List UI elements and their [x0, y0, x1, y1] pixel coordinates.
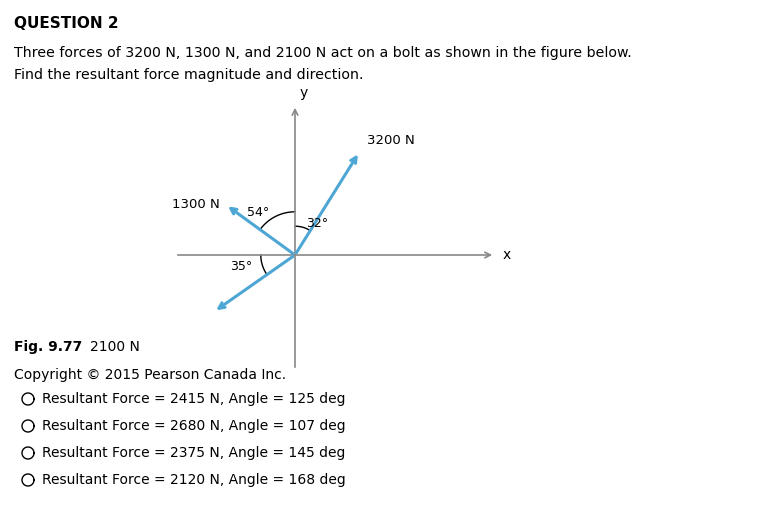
Text: x: x: [503, 248, 512, 262]
Text: Resultant Force = 2120 N, Angle = 168 deg: Resultant Force = 2120 N, Angle = 168 de…: [42, 473, 346, 487]
Text: Resultant Force = 2415 N, Angle = 125 deg: Resultant Force = 2415 N, Angle = 125 de…: [42, 392, 345, 406]
Text: Resultant Force = 2680 N, Angle = 107 deg: Resultant Force = 2680 N, Angle = 107 de…: [42, 419, 345, 433]
Text: Three forces of 3200 N, 1300 N, and 2100 N act on a bolt as shown in the figure : Three forces of 3200 N, 1300 N, and 2100…: [14, 46, 631, 60]
Text: QUESTION 2: QUESTION 2: [14, 16, 118, 31]
Text: Fig. 9.77: Fig. 9.77: [14, 340, 82, 354]
Text: 1300 N: 1300 N: [172, 198, 220, 211]
Text: 54°: 54°: [247, 206, 269, 219]
Text: y: y: [300, 86, 308, 100]
Text: 2100 N: 2100 N: [90, 340, 140, 354]
Text: Find the resultant force magnitude and direction.: Find the resultant force magnitude and d…: [14, 68, 364, 82]
Text: Resultant Force = 2375 N, Angle = 145 deg: Resultant Force = 2375 N, Angle = 145 de…: [42, 446, 345, 460]
Text: 3200 N: 3200 N: [367, 134, 415, 147]
Text: Copyright © 2015 Pearson Canada Inc.: Copyright © 2015 Pearson Canada Inc.: [14, 368, 286, 382]
Text: 35°: 35°: [231, 261, 253, 273]
Text: 32°: 32°: [306, 216, 328, 230]
